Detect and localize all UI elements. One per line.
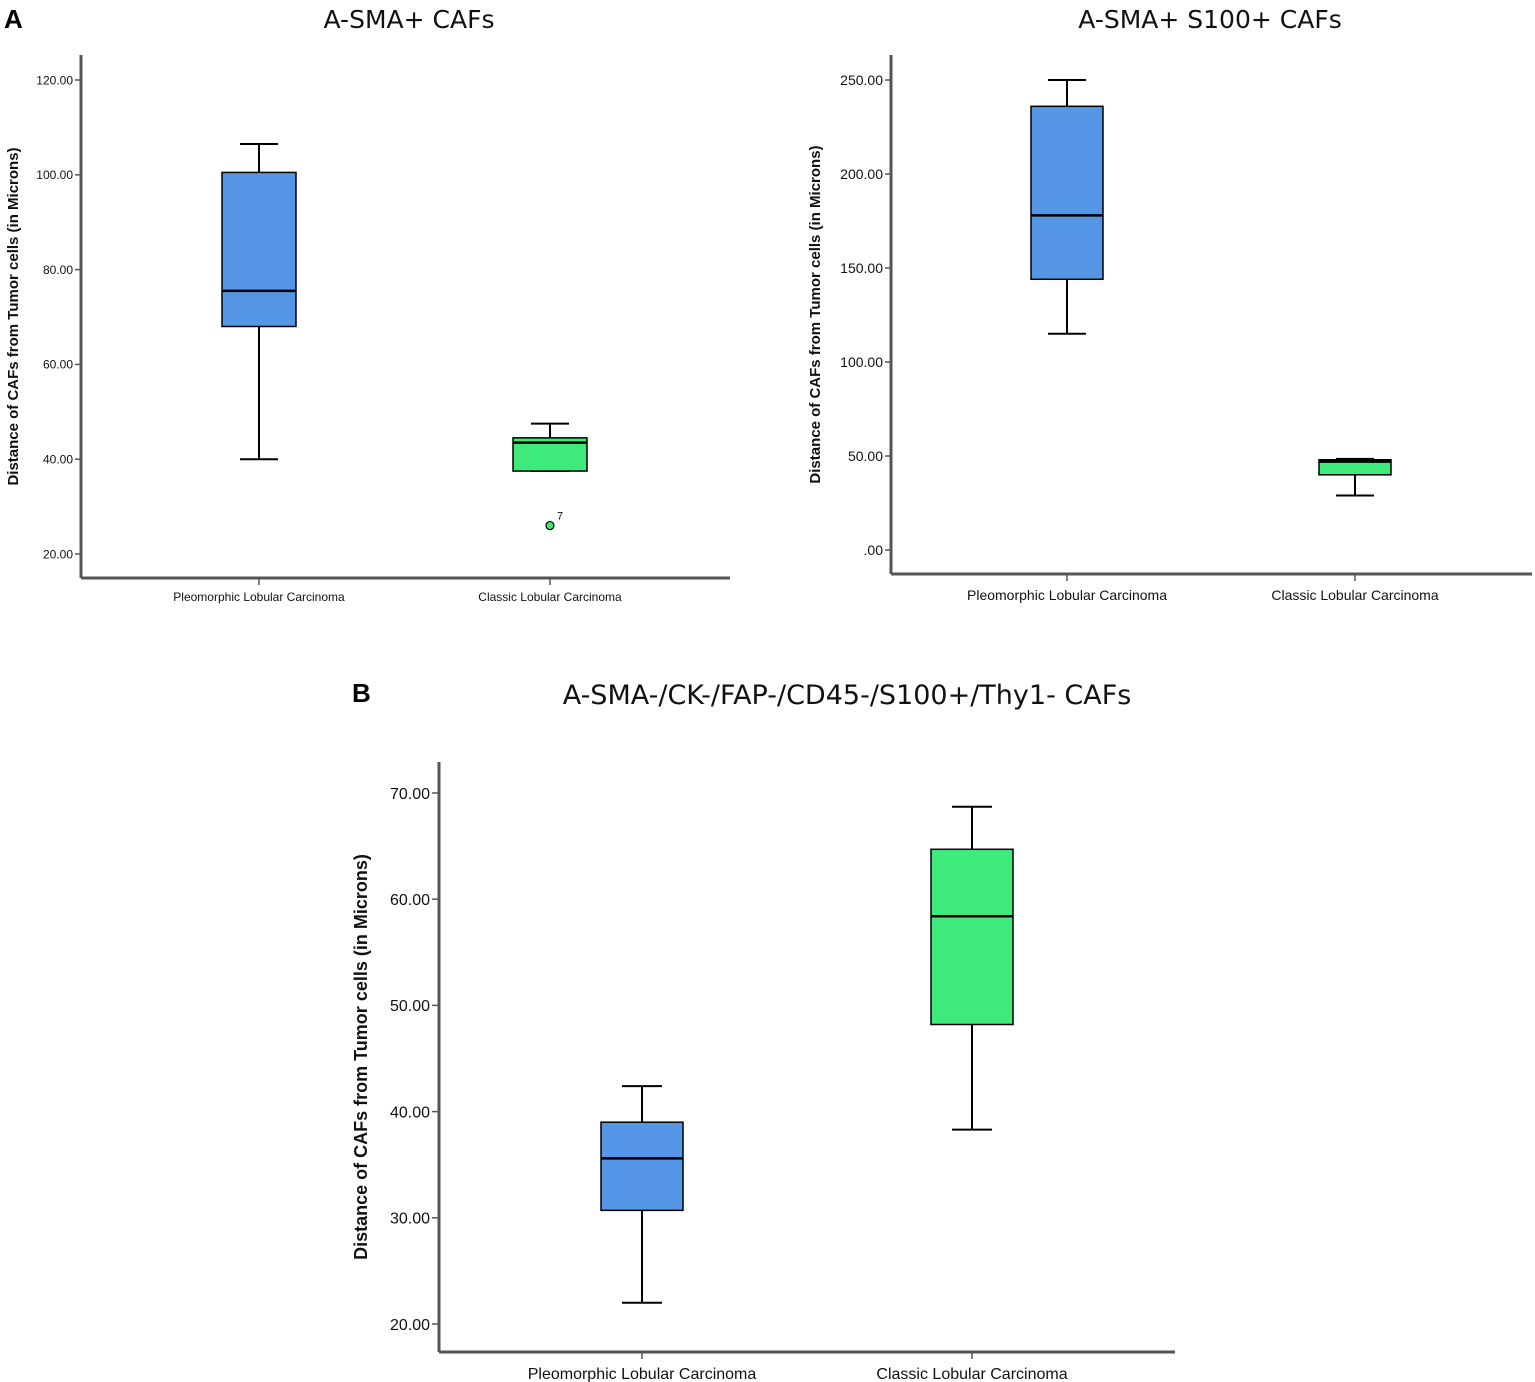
y-tick-label: 120.00 (36, 73, 73, 87)
box-iqr (930, 848, 1014, 1026)
y-tick-label: 40.00 (43, 453, 73, 467)
y-tick-label: 80.00 (43, 263, 73, 277)
chart-title: A-SMA-/CK-/FAP-/CD45-/S100+/Thy1- CAFs (563, 680, 1132, 711)
y-tick-label: 150.00 (840, 260, 883, 276)
outlier-point (545, 520, 555, 531)
y-tick-label: 60.00 (390, 892, 430, 909)
y-tick-label: 70.00 (390, 786, 430, 803)
x-tick-label: Pleomorphic Lobular Carcinoma (967, 587, 1167, 603)
y-tick-label: 100.00 (840, 354, 883, 370)
y-axis-title: Distance of CAFs from Tumor cells (in Mi… (5, 147, 22, 485)
y-tick-label: 20.00 (43, 547, 73, 561)
y-tick-label: 200.00 (840, 166, 883, 182)
y-tick-label: 50.00 (390, 998, 430, 1015)
panel-label-a: A (4, 4, 23, 34)
outlier-label: 7 (557, 511, 563, 523)
x-tick-label: Classic Lobular Carcinoma (1271, 587, 1439, 603)
y-tick-label: .00 (864, 542, 884, 558)
x-tick-label: Pleomorphic Lobular Carcinoma (528, 1366, 757, 1382)
y-tick-label: 60.00 (43, 358, 73, 372)
x-tick-label: Classic Lobular Carcinoma (478, 590, 622, 604)
x-tick-label: Pleomorphic Lobular Carcinoma (173, 590, 345, 604)
chart-title: A-SMA+ S100+ CAFs (1078, 5, 1341, 34)
box-iqr (600, 1121, 684, 1212)
y-tick-label: 250.00 (840, 72, 883, 88)
y-axis-title: Distance of CAFs from Tumor cells (in Mi… (807, 145, 824, 483)
y-tick-label: 50.00 (848, 448, 883, 464)
y-tick-label: 40.00 (390, 1104, 430, 1121)
y-tick-label: 30.00 (390, 1211, 430, 1228)
chart-title: A-SMA+ CAFs (324, 5, 495, 34)
y-tick-label: 100.00 (36, 168, 73, 182)
chart-s100-thy1-cafs: A-SMA-/CK-/FAP-/CD45-/S100+/Thy1- CAFs 20… (351, 680, 1175, 1382)
box-iqr (1030, 105, 1104, 281)
y-axis-title: Distance of CAFs from Tumor cells (in Mi… (351, 854, 371, 1260)
box-iqr (221, 171, 297, 328)
chart-asma-cafs: A-SMA+ CAFs 20.00 40.00 60.00 80.00 100.00 120… (5, 5, 730, 604)
chart-asma-s100-cafs: A-SMA+ S100+ CAFs .00 50.00 100.00 150.00 200… (807, 5, 1532, 603)
panel-label-b: B (352, 678, 371, 708)
y-tick-label: 20.00 (390, 1317, 430, 1334)
box-iqr (1318, 459, 1392, 476)
x-tick-label: Classic Lobular Carcinoma (876, 1366, 1067, 1382)
